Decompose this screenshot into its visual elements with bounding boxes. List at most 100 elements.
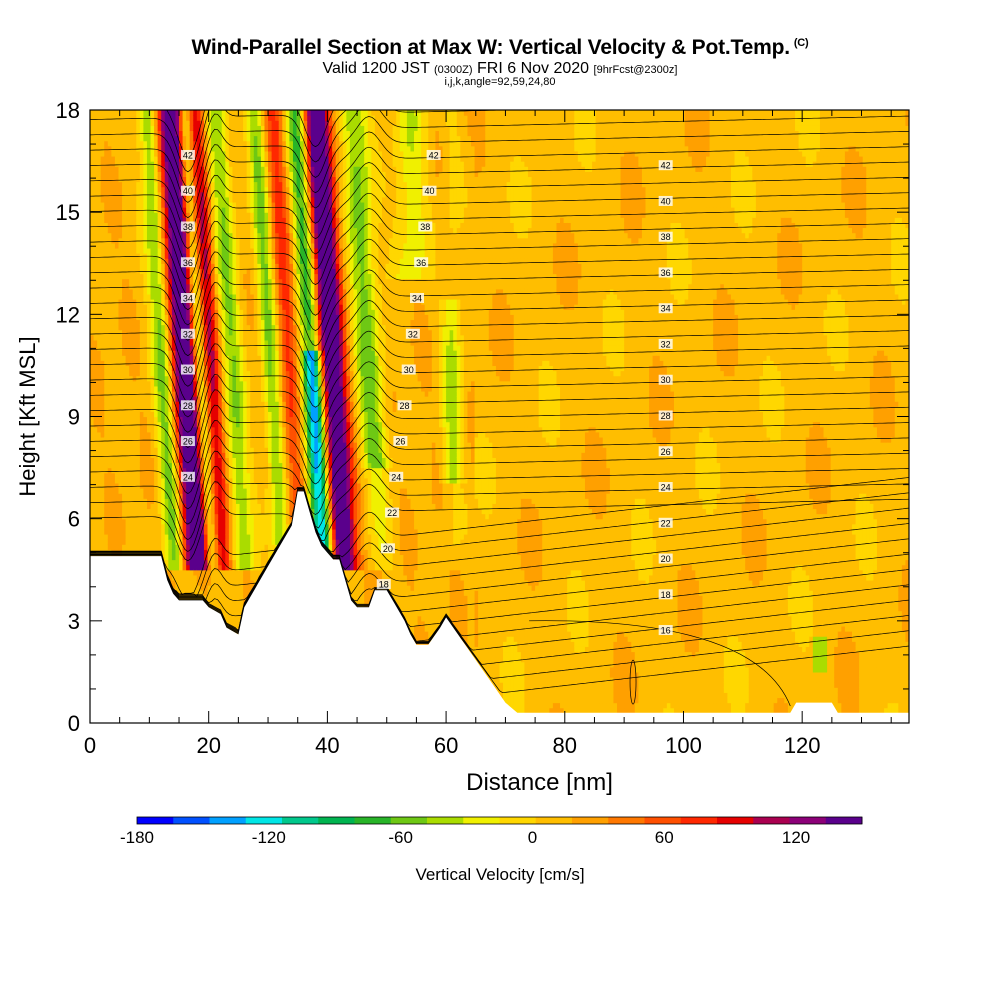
- velocity-cell: [90, 192, 94, 198]
- velocity-cell: [97, 452, 101, 458]
- velocity-cell: [136, 197, 140, 203]
- velocity-cell: [133, 519, 137, 525]
- velocity-cell: [168, 401, 172, 407]
- velocity-cell: [151, 396, 155, 402]
- velocity-cell: [101, 396, 105, 402]
- velocity-cell: [122, 427, 126, 433]
- velocity-cell: [236, 386, 240, 392]
- velocity-cell: [236, 529, 240, 535]
- velocity-cell: [161, 115, 165, 121]
- velocity-cell: [236, 365, 240, 371]
- velocity-cell: [147, 371, 151, 377]
- velocity-cell: [126, 212, 130, 218]
- velocity-cell: [168, 273, 172, 279]
- velocity-cell: [179, 273, 183, 279]
- velocity-cell: [140, 141, 144, 147]
- velocity-cell: [90, 273, 94, 279]
- velocity-cell: [115, 508, 119, 514]
- velocity-cell: [136, 263, 140, 269]
- velocity-cell: [225, 411, 229, 417]
- velocity-cell: [215, 227, 219, 233]
- velocity-cell: [118, 192, 122, 198]
- velocity-cell: [183, 554, 187, 560]
- velocity-cell: [94, 534, 98, 540]
- velocity-cell: [211, 544, 215, 550]
- velocity-cell: [140, 544, 144, 550]
- velocity-cell: [218, 549, 222, 555]
- velocity-cell: [115, 381, 119, 387]
- velocity-cell: [225, 273, 229, 279]
- velocity-cell: [108, 437, 112, 443]
- velocity-cell: [154, 442, 158, 448]
- velocity-cell: [190, 202, 194, 208]
- velocity-cell: [101, 273, 105, 279]
- velocity-cell: [222, 125, 226, 131]
- velocity-cell: [133, 360, 137, 366]
- velocity-cell: [211, 386, 215, 392]
- velocity-cell: [151, 171, 155, 177]
- velocity-cell: [136, 381, 140, 387]
- velocity-cell: [218, 335, 222, 341]
- velocity-cell: [147, 151, 151, 157]
- velocity-cell: [229, 166, 233, 172]
- velocity-cell: [215, 207, 219, 213]
- velocity-cell: [101, 432, 105, 438]
- velocity-cell: [122, 544, 126, 550]
- velocity-cell: [122, 314, 126, 320]
- velocity-cell: [222, 447, 226, 453]
- velocity-cell: [94, 314, 98, 320]
- velocity-cell: [97, 488, 101, 494]
- velocity-cell: [197, 565, 201, 571]
- velocity-cell: [122, 422, 126, 428]
- velocity-cell: [232, 570, 236, 576]
- velocity-cell: [111, 227, 115, 233]
- velocity-cell: [133, 319, 137, 325]
- velocity-cell: [108, 427, 112, 433]
- velocity-cell: [140, 222, 144, 228]
- velocity-cell: [140, 503, 144, 509]
- velocity-cell: [136, 299, 140, 305]
- velocity-cell: [197, 560, 201, 566]
- velocity-cell: [143, 519, 147, 525]
- velocity-cell: [190, 560, 194, 566]
- velocity-cell: [229, 498, 233, 504]
- velocity-cell: [179, 457, 183, 463]
- velocity-cell: [101, 248, 105, 254]
- velocity-cell: [108, 192, 112, 198]
- velocity-cell: [111, 161, 115, 167]
- velocity-cell: [126, 442, 130, 448]
- velocity-cell: [97, 406, 101, 412]
- velocity-cell: [218, 136, 222, 142]
- velocity-cell: [218, 304, 222, 310]
- velocity-cell: [193, 560, 197, 566]
- velocity-cell: [115, 432, 119, 438]
- velocity-cell: [154, 212, 158, 218]
- velocity-cell: [118, 156, 122, 162]
- velocity-cell: [140, 319, 144, 325]
- velocity-cell: [97, 212, 101, 218]
- velocity-cell: [211, 514, 215, 520]
- velocity-cell: [90, 365, 94, 371]
- velocity-cell: [236, 473, 240, 479]
- velocity-cell: [165, 284, 169, 290]
- velocity-cell: [225, 350, 229, 356]
- velocity-cell: [158, 539, 162, 545]
- velocity-cell: [104, 146, 108, 152]
- velocity-cell: [211, 508, 215, 514]
- velocity-cell: [186, 314, 190, 320]
- velocity-cell: [211, 401, 215, 407]
- velocity-cell: [97, 457, 101, 463]
- velocity-cell: [172, 146, 176, 152]
- velocity-cell: [143, 325, 147, 331]
- velocity-cell: [108, 488, 112, 494]
- velocity-cell: [104, 125, 108, 131]
- velocity-cell: [129, 411, 133, 417]
- velocity-cell: [222, 161, 226, 167]
- velocity-cell: [154, 192, 158, 198]
- velocity-cell: [108, 125, 112, 131]
- velocity-cell: [129, 156, 133, 162]
- velocity-cell: [104, 355, 108, 361]
- velocity-cell: [140, 182, 144, 188]
- velocity-cell: [104, 197, 108, 203]
- velocity-cell: [168, 549, 172, 555]
